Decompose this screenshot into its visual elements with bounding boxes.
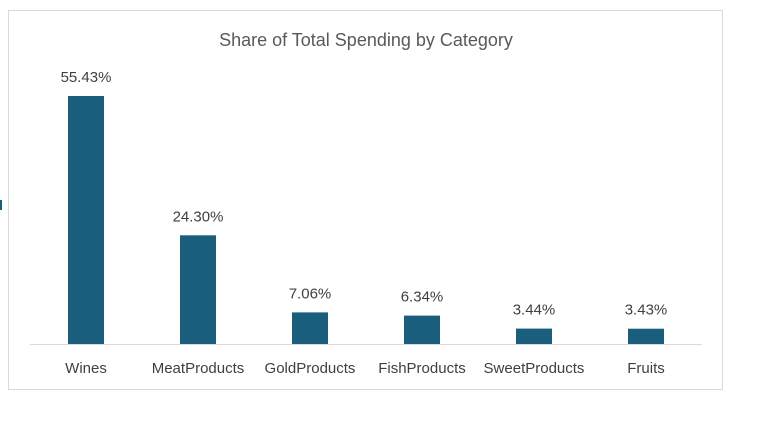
category-label-wines: Wines bbox=[65, 360, 107, 377]
bars-group bbox=[68, 96, 664, 344]
data-label-goldproducts: 7.06% bbox=[289, 285, 332, 302]
bar-fruits bbox=[628, 328, 664, 344]
data-labels-group: 55.43% 24.30% 7.06% 6.34% 3.44% 3.43% bbox=[61, 69, 668, 319]
data-label-sweetproducts: 3.44% bbox=[513, 302, 556, 319]
category-labels-group: Wines MeatProducts GoldProducts FishProduct… bbox=[65, 360, 665, 377]
edge-marker bbox=[0, 200, 2, 210]
bar-sweetproducts bbox=[516, 328, 552, 344]
category-label-meatproducts: MeatProducts bbox=[152, 360, 245, 377]
bar-goldproducts bbox=[292, 312, 328, 344]
data-label-fishproducts: 6.34% bbox=[401, 289, 444, 306]
chart-frame bbox=[8, 10, 723, 390]
bar-meatproducts bbox=[180, 235, 216, 344]
bar-fishproducts bbox=[404, 315, 440, 344]
data-label-meatproducts: 24.30% bbox=[173, 208, 224, 225]
category-label-fruits: Fruits bbox=[627, 360, 665, 377]
data-label-wines: 55.43% bbox=[61, 69, 112, 86]
data-label-fruits: 3.43% bbox=[625, 302, 668, 319]
bar-wines bbox=[68, 96, 104, 344]
category-label-fishproducts: FishProducts bbox=[378, 360, 466, 377]
category-label-goldproducts: GoldProducts bbox=[265, 360, 356, 377]
category-label-sweetproducts: SweetProducts bbox=[484, 360, 585, 377]
chart-title: Share of Total Spending by Category bbox=[219, 30, 513, 50]
